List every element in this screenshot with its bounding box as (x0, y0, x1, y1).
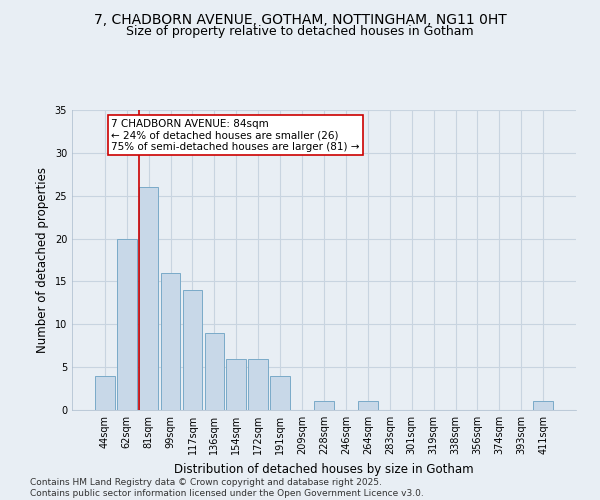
Bar (270, 376, 290, 410)
Bar (314, 402, 334, 410)
Bar (358, 402, 378, 410)
Bar (226, 358, 246, 410)
Bar (182, 290, 202, 410)
Bar (161, 273, 181, 410)
X-axis label: Distribution of detached houses by size in Gotham: Distribution of detached houses by size … (174, 462, 474, 475)
Bar (533, 402, 553, 410)
Text: 7, CHADBORN AVENUE, GOTHAM, NOTTINGHAM, NG11 0HT: 7, CHADBORN AVENUE, GOTHAM, NOTTINGHAM, … (94, 12, 506, 26)
Text: 7 CHADBORN AVENUE: 84sqm
← 24% of detached houses are smaller (26)
75% of semi-d: 7 CHADBORN AVENUE: 84sqm ← 24% of detach… (111, 118, 359, 152)
Bar (117, 238, 137, 410)
Bar (205, 333, 224, 410)
Bar (95, 376, 115, 410)
Text: Size of property relative to detached houses in Gotham: Size of property relative to detached ho… (126, 25, 474, 38)
Y-axis label: Number of detached properties: Number of detached properties (36, 167, 49, 353)
Bar (139, 187, 158, 410)
Text: Contains HM Land Registry data © Crown copyright and database right 2025.
Contai: Contains HM Land Registry data © Crown c… (30, 478, 424, 498)
Bar (248, 358, 268, 410)
